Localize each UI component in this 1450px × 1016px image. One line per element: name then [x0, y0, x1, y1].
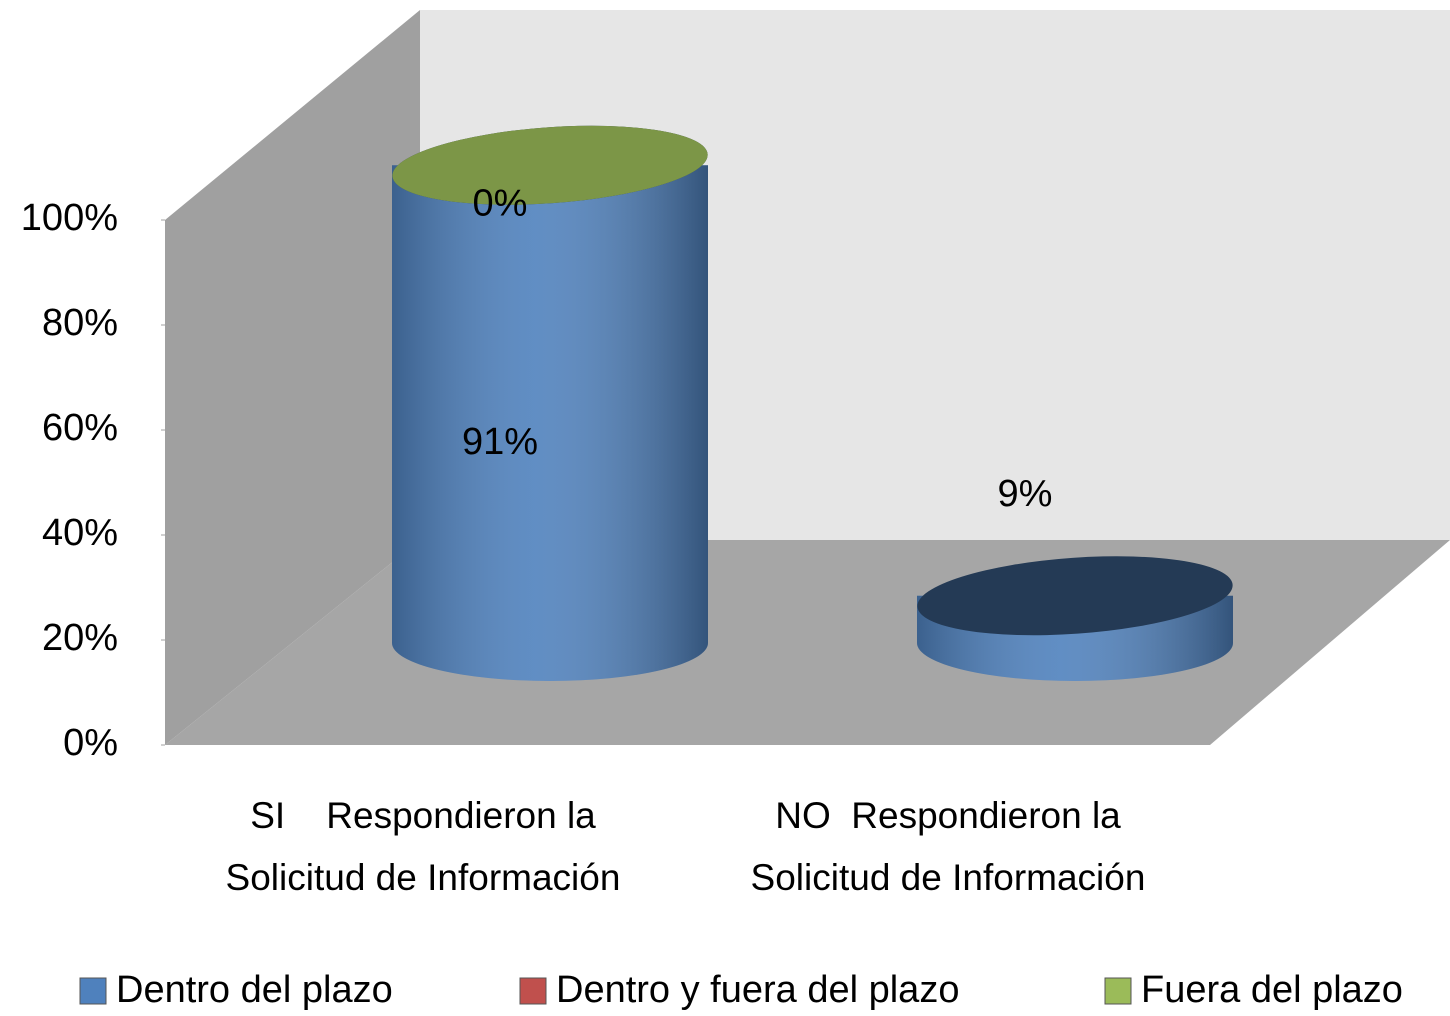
cylinder-top [392, 125, 708, 205]
data-label: 0% [473, 182, 528, 224]
y-tick-label: 0% [63, 722, 118, 764]
y-tick-label: 40% [42, 512, 118, 554]
legend-swatch [1104, 977, 1132, 1005]
cylinder-segment [392, 125, 708, 205]
cylinder-shade [392, 165, 708, 681]
cylinder-segment [917, 556, 1233, 681]
side-wall [165, 10, 420, 745]
data-label: 9% [998, 473, 1053, 515]
cylinder-top [917, 556, 1233, 636]
data-label: 91% [462, 421, 538, 463]
y-tick-label: 100% [21, 197, 118, 239]
legend-label: Dentro y fuera del plazo [556, 969, 959, 1011]
x-tick-label: NO Respondieron la Solicitud de Informac… [750, 795, 1146, 898]
y-tick-label: 60% [42, 407, 118, 449]
legend-swatch [519, 977, 547, 1005]
y-tick-label: 20% [42, 617, 118, 659]
x-tick-label: SI Respondieron la Solicitud de Informac… [225, 795, 621, 898]
y-tick-label: 80% [42, 302, 118, 344]
legend-swatch [79, 977, 107, 1005]
legend-label: Dentro del plazo [116, 969, 393, 1011]
legend-label: Fuera del plazo [1141, 969, 1403, 1011]
